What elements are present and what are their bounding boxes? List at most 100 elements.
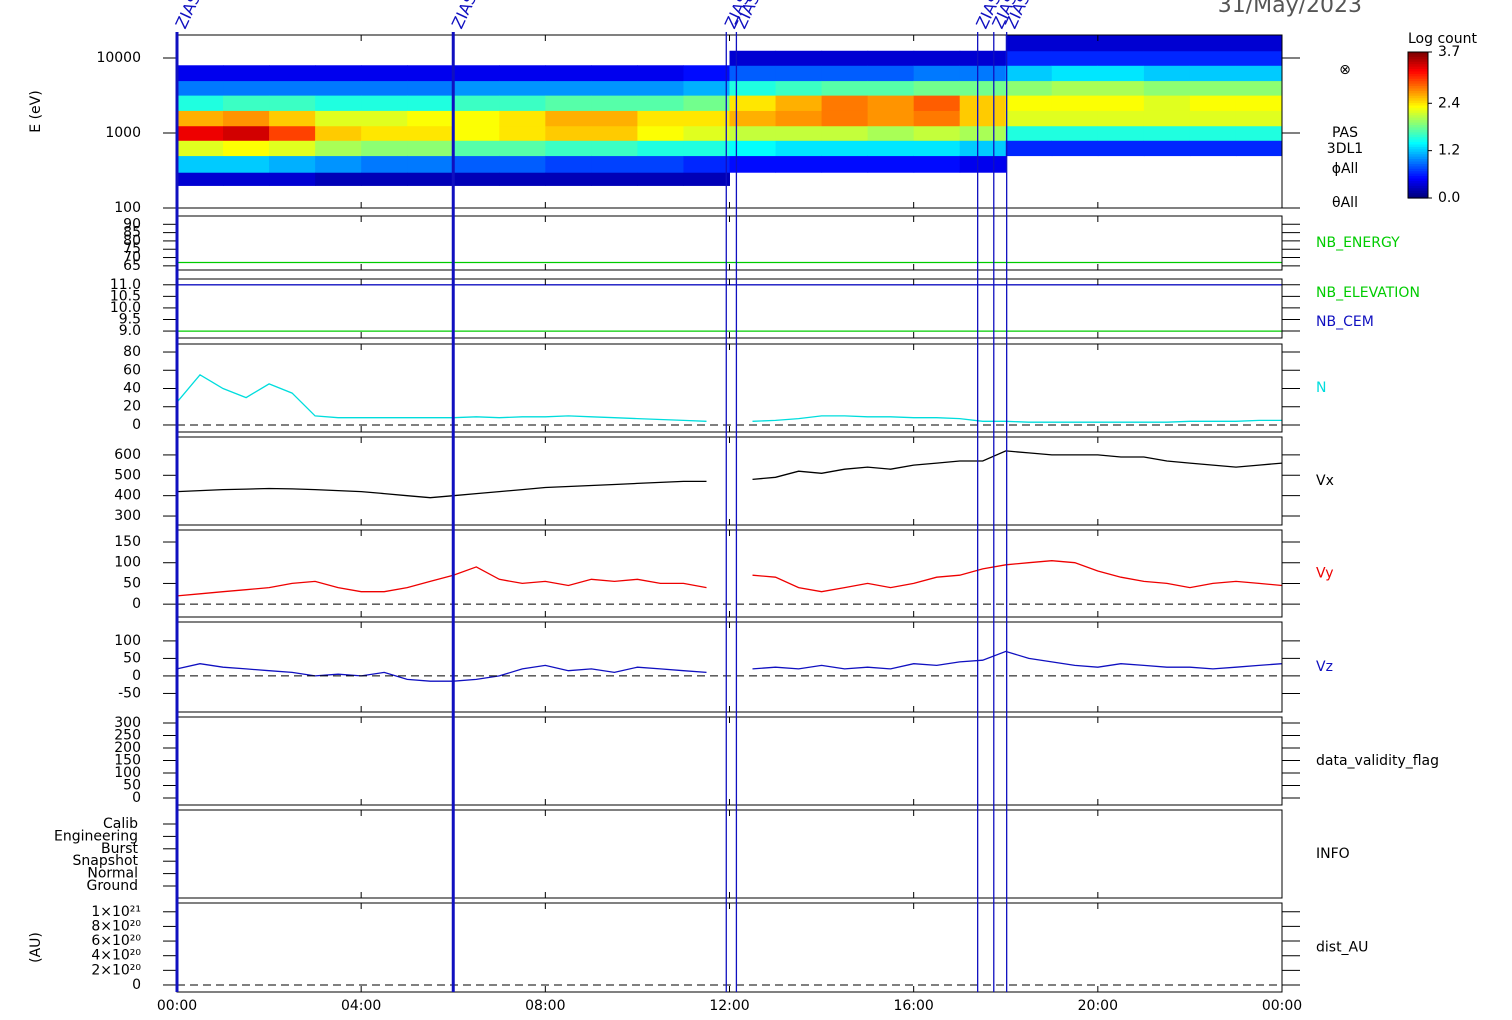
spectrogram-cell: [499, 65, 546, 82]
spectrogram-cell: [1051, 65, 1099, 82]
spectrogram-cell: [821, 80, 869, 96]
spectrogram-cell: [729, 80, 777, 96]
spectrogram-cell: [729, 155, 777, 173]
event-marker-label: ZIAS: [448, 0, 481, 32]
y-tick-label: 100: [114, 765, 141, 781]
spectrogram-cell: [407, 125, 454, 141]
spectrogram-cell: [1235, 95, 1283, 111]
spectrogram-cell: [361, 65, 408, 82]
spectrogram-cell: [453, 172, 500, 186]
spectrogram-cell: [269, 172, 316, 186]
spectrogram-cell: [315, 80, 362, 96]
colorbar-swatch: [1408, 173, 1428, 177]
colorbar-swatch: [1408, 144, 1428, 148]
spectrogram-cell: [269, 110, 316, 127]
side-label: PAS: [1332, 125, 1358, 141]
spectrogram-cell: [177, 80, 224, 96]
y-tick-label: 20: [123, 399, 141, 415]
spectrogram-cell: [1143, 140, 1191, 157]
series-line: [176, 373, 1282, 423]
spectrogram-cell: [867, 50, 915, 66]
spectrogram-cell: [637, 140, 684, 157]
colorbar-swatch: [1408, 146, 1428, 150]
spectrogram-cell: [591, 172, 638, 186]
spectrogram-cell: [545, 125, 592, 141]
spectrogram-cell: [1143, 95, 1191, 111]
y-tick-label: 0: [132, 596, 141, 612]
spectrogram-cell: [729, 140, 777, 157]
y-tick-label: 90: [123, 216, 141, 232]
spectrogram-cell: [1097, 95, 1145, 111]
spectrogram-cell: [913, 65, 961, 82]
y-tick-label: 9.0: [119, 323, 141, 339]
spectrogram-cell: [775, 110, 823, 127]
colorbar-label: Log count: [1408, 31, 1477, 47]
y-axis-label: E (eV): [28, 90, 44, 132]
spectrogram-cell: [453, 80, 500, 96]
spectrogram-cell: [177, 155, 224, 173]
colorbar-swatch: [1408, 185, 1428, 189]
spectrogram-cell: [637, 125, 684, 141]
panel-frame: [176, 809, 1283, 899]
spectrogram-cell: [867, 80, 915, 96]
colorbar-swatch: [1408, 134, 1428, 138]
category-label: Snapshot: [73, 853, 139, 869]
spectrogram-cell: [913, 110, 961, 127]
spectrogram-cell: [315, 125, 362, 141]
spectrogram-cell: [775, 95, 823, 111]
panel-frame: [176, 343, 1283, 433]
y-tick-label: 0: [132, 977, 141, 993]
colorbar-swatch: [1408, 61, 1428, 65]
spectrogram-cell: [591, 140, 638, 157]
panel-label: Vx: [1316, 473, 1334, 489]
spectrogram-cell: [545, 140, 592, 157]
colorbar-swatch: [1408, 159, 1428, 163]
spectrogram-cell: [361, 172, 408, 186]
spectrogram-cell: [775, 65, 823, 82]
category-label: Ground: [87, 878, 139, 894]
colorbar-swatch: [1408, 132, 1428, 136]
spectrogram-cell: [453, 95, 500, 111]
colorbar-swatch: [1408, 64, 1428, 68]
y-tick-label: 80: [123, 344, 141, 360]
spectrogram-cell: [1189, 110, 1237, 127]
spectrogram-cell: [499, 155, 546, 173]
spectrogram-cell: [821, 125, 869, 141]
spectrogram-cell: [637, 65, 684, 82]
spectrogram-cell: [959, 110, 1007, 127]
colorbar-swatch: [1408, 90, 1428, 94]
spectrogram-cell: [177, 172, 224, 186]
y-tick-label: 250: [114, 728, 141, 744]
panel-frame: [176, 278, 1283, 339]
colorbar-swatch: [1408, 83, 1428, 87]
spectrogram-cell: [637, 110, 684, 127]
colorbar-tick-label: 2.4: [1438, 95, 1460, 111]
spectrogram-cell: [1097, 140, 1145, 157]
x-tick-label: 00:00: [1262, 998, 1302, 1014]
colorbar-swatch: [1408, 76, 1428, 80]
y-tick-label: 100: [114, 555, 141, 571]
spectrogram-cell: [545, 110, 592, 127]
x-tick-label: 00:00: [157, 998, 197, 1014]
spectrogram-cell: [591, 80, 638, 96]
panel-label: NB_ELEVATION: [1316, 285, 1420, 301]
spectrogram-cell: [177, 110, 224, 127]
spectrogram-cell: [1051, 110, 1099, 127]
spectrogram-cell: [1097, 35, 1145, 52]
spectrogram-cell: [545, 80, 592, 96]
spectrogram-cell: [867, 95, 915, 111]
spectrogram-cell: [683, 95, 730, 111]
colorbar-swatch: [1408, 54, 1428, 58]
y-axis-label: (AU): [28, 932, 44, 963]
spectrogram-cell: [959, 140, 1007, 157]
spectrogram-cell: [1235, 80, 1283, 96]
colorbar-swatch: [1408, 56, 1428, 60]
spectrogram-cell: [729, 95, 777, 111]
y-tick-label: 150: [114, 534, 141, 550]
spectrogram-cell: [867, 155, 915, 173]
spectrogram-cell: [361, 80, 408, 96]
spectrogram-cell: [223, 172, 270, 186]
colorbar-swatch: [1408, 59, 1428, 63]
y-tick-label: 150: [114, 753, 141, 769]
spectrogram-cell: [269, 140, 316, 157]
